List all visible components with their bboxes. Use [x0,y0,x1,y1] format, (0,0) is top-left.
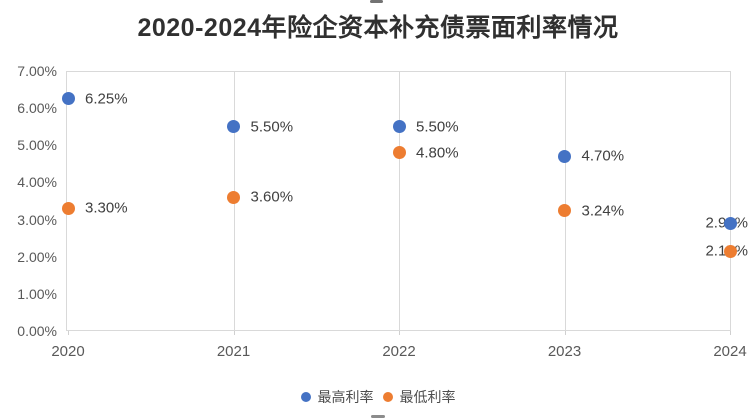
chart-legend: 最高利率 最低利率 [0,387,756,407]
y-axis-label: 5.00% [17,137,57,154]
plot-area [66,71,731,331]
x-axis-label: 2020 [51,343,85,360]
selection-handle-top-artifact [370,0,383,3]
y-axis-label: 7.00% [17,63,57,79]
data-point[interactable] [227,190,240,204]
y-axis-label: 3.00% [17,211,57,228]
data-point[interactable] [227,120,240,134]
data-point[interactable] [723,216,737,230]
data-point[interactable] [723,244,737,258]
data-point[interactable] [392,146,406,160]
data-label: 4.70% [581,147,625,165]
x-axis-label: 2021 [216,343,251,360]
data-point[interactable] [558,204,571,218]
x-axis-label: 2022 [382,343,416,360]
legend-marker-min-icon [382,392,393,402]
y-axis-label: 0.00% [17,323,57,339]
legend-label-min: 最低利率 [399,389,456,405]
vertical-gridline [730,71,731,331]
selection-handle-bottom-artifact [371,415,385,418]
y-axis-label: 4.00% [17,174,57,191]
x-axis-tick [399,331,400,335]
data-label: 4.80% [416,144,459,162]
data-label: 5.50% [416,118,459,136]
data-label: 3.60% [250,188,294,206]
data-point[interactable] [558,149,571,163]
data-label: 3.24% [581,202,625,220]
legend-item-max-rate[interactable]: 最高利率 [300,387,374,407]
x-axis-tick [564,331,566,335]
data-label: 5.50% [250,118,294,136]
y-axis-label: 1.00% [17,285,57,302]
x-axis-tick [233,331,235,335]
data-label: 3.30% [85,199,128,217]
vertical-gridline [564,71,566,331]
legend-item-min-rate[interactable]: 最低利率 [382,387,456,407]
y-axis-label: 6.00% [17,100,57,117]
x-axis-label: 2024 [713,343,747,360]
x-axis-label: 2023 [547,343,582,360]
chart-title: 2020-2024年险企资本补充债票面利率情况 [137,14,619,42]
legend-marker-max-icon [300,392,311,402]
x-axis-tick [730,331,731,335]
data-label: 6.25% [85,90,128,108]
legend-label-max: 最高利率 [317,389,374,405]
data-point[interactable] [61,92,75,106]
data-point[interactable] [392,120,406,134]
data-point[interactable] [61,201,75,215]
y-axis-label: 2.00% [17,248,57,265]
x-axis-tick [68,331,69,335]
vertical-gridline [399,71,400,331]
